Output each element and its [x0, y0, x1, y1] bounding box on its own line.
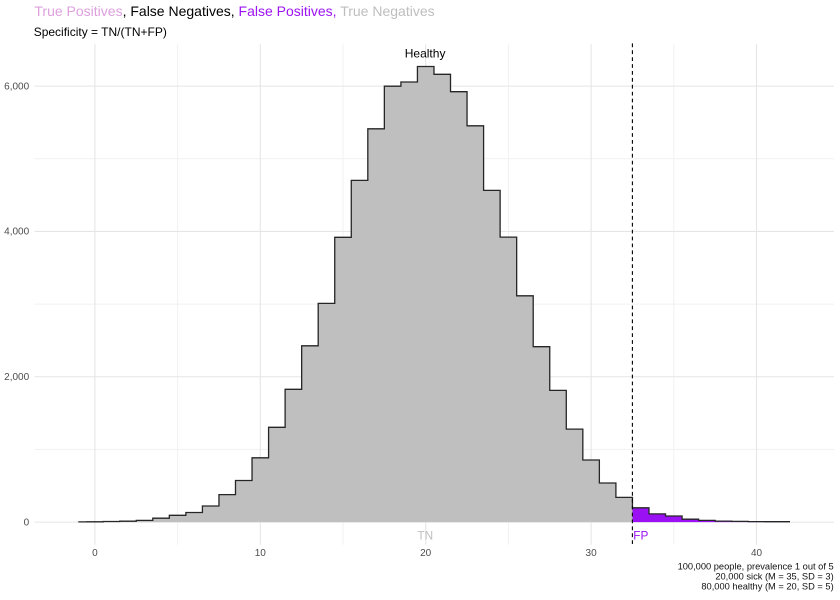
svg-text:100,000 people, prevalence 1 o: 100,000 people, prevalence 1 out of 5 [678, 562, 834, 572]
svg-text:True Positives, False Negative: True Positives, False Negatives, False P… [34, 3, 434, 19]
svg-text:0: 0 [92, 548, 98, 559]
svg-text:4,000: 4,000 [4, 227, 29, 238]
svg-text:10: 10 [255, 548, 267, 559]
svg-text:FP: FP [633, 529, 648, 543]
svg-text:0: 0 [24, 517, 30, 528]
svg-text:80,000 healthy (M = 20, SD = 5: 80,000 healthy (M = 20, SD = 5) [701, 582, 833, 592]
svg-text:40: 40 [751, 548, 763, 559]
svg-text:20,000 sick (M = 35, SD = 3): 20,000 sick (M = 35, SD = 3) [715, 572, 833, 582]
svg-text:2,000: 2,000 [4, 372, 29, 383]
svg-text:30: 30 [586, 548, 598, 559]
svg-text:TN: TN [417, 529, 433, 543]
svg-text:Healthy: Healthy [405, 46, 446, 60]
svg-text:6,000: 6,000 [4, 81, 29, 92]
svg-text:20: 20 [420, 548, 432, 559]
svg-text:Specificity = TN/(TN+FP): Specificity = TN/(TN+FP) [34, 25, 167, 39]
